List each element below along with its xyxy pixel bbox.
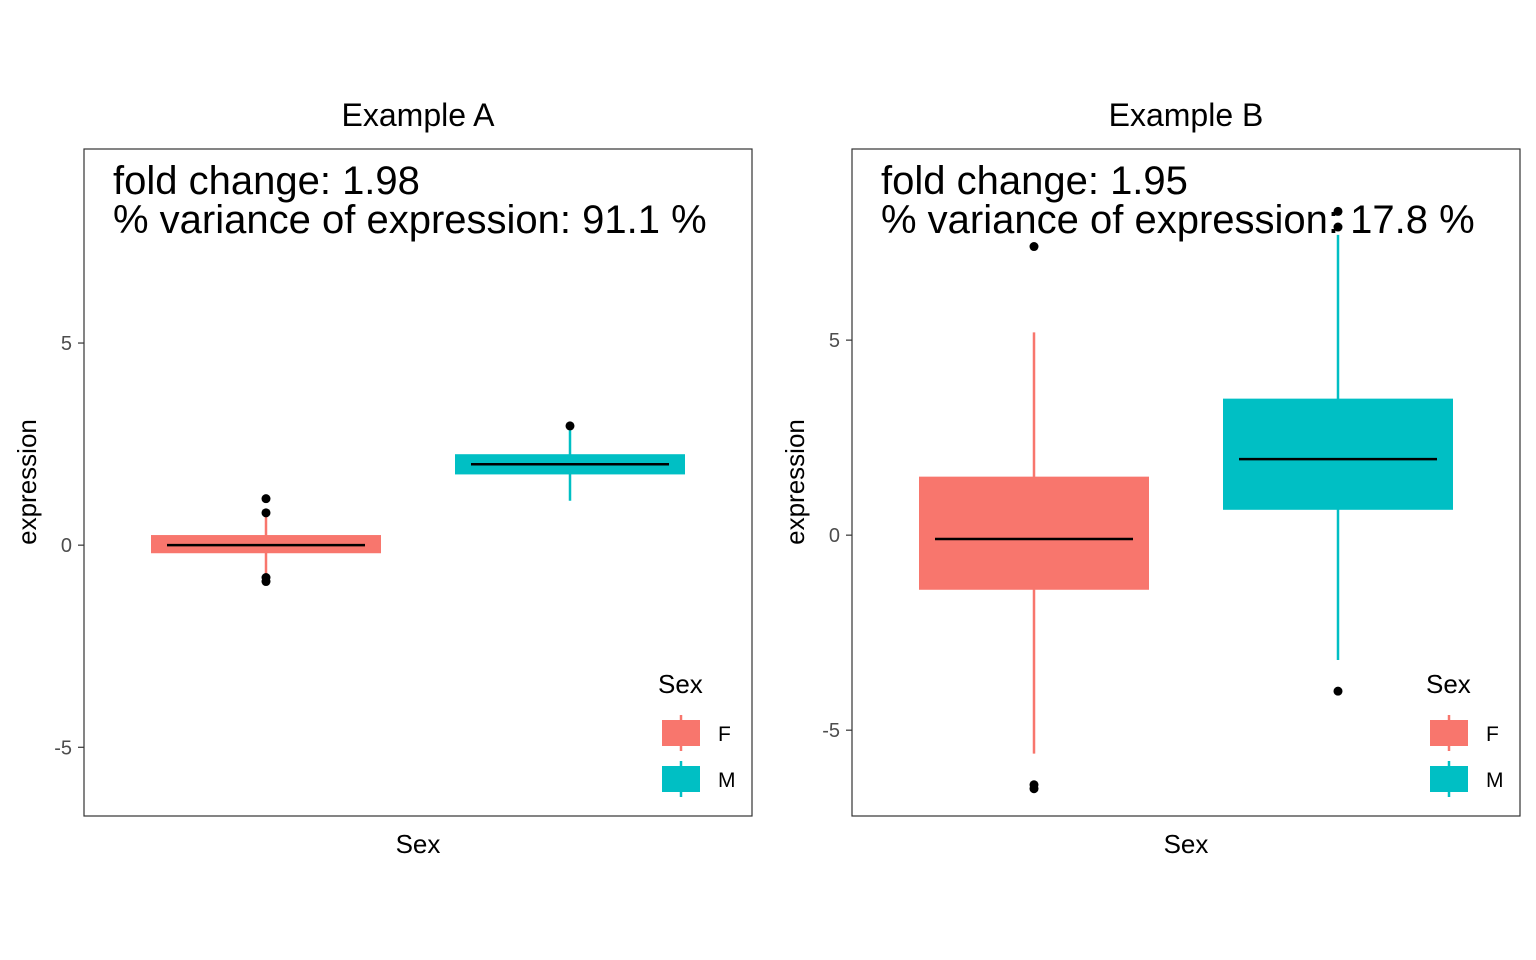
- box-body: [1223, 398, 1453, 510]
- outlier-point: [1333, 222, 1343, 232]
- legend-key-m: [1430, 761, 1468, 797]
- legend-key-f: [662, 715, 700, 751]
- outlier-point: [1333, 206, 1343, 216]
- panel-b-fold-change: fold change: 1.95: [881, 159, 1188, 203]
- outlier-point: [261, 508, 271, 518]
- y-tick-label: 5: [61, 333, 72, 355]
- panel-b-y-axis: -5 0 5: [822, 330, 852, 742]
- legend-key-swatch: [662, 766, 700, 792]
- panel-b-x-axis-title: Sex: [1164, 829, 1209, 859]
- panel-a-fold-change: fold change: 1.98: [113, 159, 420, 203]
- panel-a-title: Example A: [342, 97, 496, 133]
- panel-b-boxes: [919, 206, 1453, 794]
- panel-b-title: Example B: [1109, 97, 1264, 133]
- panel-a-y-axis-title: expression: [12, 419, 42, 545]
- panel-b-y-axis-title: expression: [780, 419, 810, 545]
- y-tick-label: 0: [61, 535, 72, 557]
- legend-key-f: [1430, 715, 1468, 751]
- legend-label: F: [718, 723, 731, 746]
- panel-a-variance: % variance of expression: 91.1 %: [113, 198, 707, 242]
- box-m: [455, 421, 685, 501]
- panel-b-legend: Sex FM: [1426, 669, 1504, 797]
- legend-key-swatch: [1430, 766, 1468, 792]
- outlier-point: [261, 494, 271, 504]
- legend-key-m: [662, 761, 700, 797]
- panel-b-plot-border: [851, 148, 1521, 817]
- panel-a: Example A -5 0 5 fold change: 1.98 % varia…: [12, 97, 753, 859]
- outlier-point: [1029, 242, 1039, 252]
- legend-key-swatch: [662, 720, 700, 746]
- legend-key-swatch: [1430, 720, 1468, 746]
- outlier-point: [1333, 686, 1343, 696]
- panel-a-y-axis: -5 0 5: [54, 333, 84, 759]
- outlier-point: [565, 421, 575, 431]
- box-f: [151, 494, 381, 587]
- legend-label: F: [1486, 723, 1499, 746]
- panel-a-plot-border: [83, 148, 753, 817]
- panel-b: Example B -5 0 5 fold change: 1.95 % varia…: [780, 97, 1521, 859]
- panel-b-variance: % variance of expression: 17.8 %: [881, 198, 1475, 242]
- outlier-point: [1029, 784, 1039, 794]
- legend-label: M: [718, 769, 736, 792]
- panel-a-x-axis-title: Sex: [396, 829, 441, 859]
- panel-a-legend-title: Sex: [658, 669, 703, 699]
- y-tick-label: 0: [829, 525, 840, 547]
- panel-b-legend-title: Sex: [1426, 669, 1471, 699]
- y-tick-label: -5: [822, 720, 840, 742]
- y-tick-label: -5: [54, 737, 72, 759]
- legend-label: M: [1486, 769, 1504, 792]
- box-body: [919, 476, 1149, 590]
- y-tick-label: 5: [829, 330, 840, 352]
- outlier-point: [261, 577, 271, 587]
- panel-a-boxes: [151, 421, 685, 587]
- box-f: [919, 242, 1149, 794]
- box-m: [1223, 206, 1453, 696]
- panel-a-legend: Sex FM: [658, 669, 736, 797]
